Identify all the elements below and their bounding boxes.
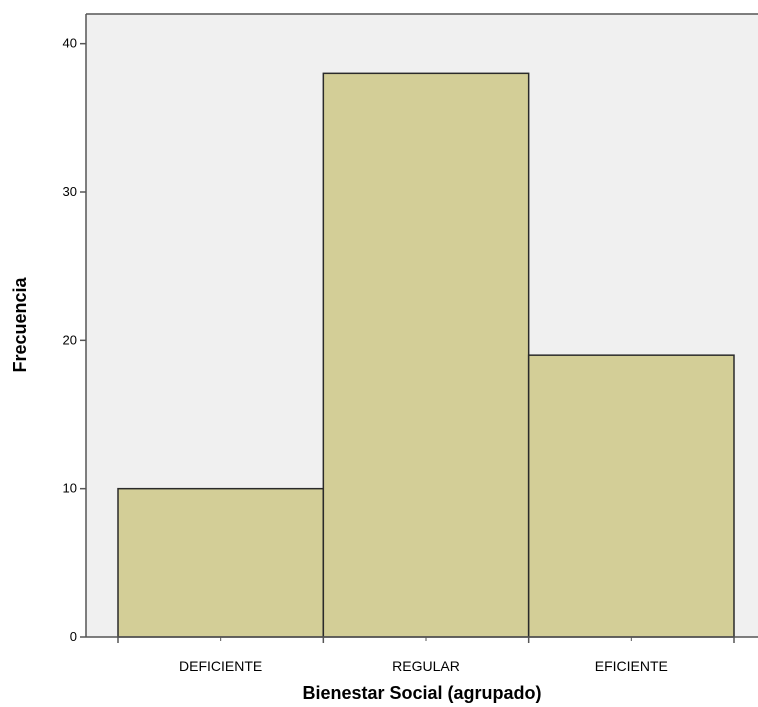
bar-eficiente bbox=[527, 354, 735, 638]
y-tick-label: 10 bbox=[63, 481, 77, 496]
x-category-label: REGULAR bbox=[392, 658, 460, 674]
x-category-label: DEFICIENTE bbox=[179, 658, 262, 674]
y-axis-title: Frecuencia bbox=[10, 276, 30, 372]
y-tick-label: 40 bbox=[63, 36, 77, 51]
x-axis-title: Bienestar Social (agrupado) bbox=[302, 683, 541, 703]
bar-deficiente bbox=[117, 487, 325, 638]
x-category-label: EFICIENTE bbox=[595, 658, 668, 674]
y-ticks-group: 0 10 20 30 40 bbox=[63, 36, 86, 644]
bar-regular bbox=[322, 72, 530, 638]
y-tick-label: 20 bbox=[63, 332, 77, 347]
y-tick-label: 30 bbox=[63, 184, 77, 199]
x-ticks-group: DEFICIENTE REGULAR EFICIENTE bbox=[117, 637, 735, 674]
y-tick-label: 0 bbox=[70, 629, 77, 644]
